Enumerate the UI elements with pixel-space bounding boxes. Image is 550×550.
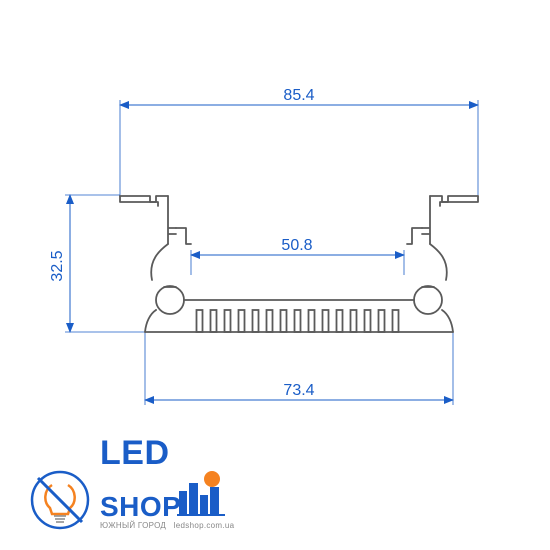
dim-height-value: 32.5 xyxy=(49,250,66,281)
dim-bottom-width: 73.4 xyxy=(145,332,453,405)
city-skyline-icon xyxy=(177,469,225,519)
brand-logo: LED SHOP ЮЖНЫЙ ГОРОД ledshop.com.ua xyxy=(30,438,234,530)
profile-cross-section xyxy=(120,196,478,332)
logo-line2: SHOP xyxy=(100,494,181,519)
logo-subtitle: ЮЖНЫЙ ГОРОД xyxy=(100,521,166,530)
dim-top-width-value: 85.4 xyxy=(283,87,314,104)
dim-top-width: 85.4 xyxy=(120,87,478,195)
dim-height: 32.5 xyxy=(49,195,145,332)
lightbulb-icon xyxy=(30,470,90,530)
logo-line1: LED xyxy=(100,438,234,469)
dim-bottom-width-value: 73.4 xyxy=(283,382,314,399)
logo-text-block: LED SHOP ЮЖНЫЙ ГОРОД ledshop.com.ua xyxy=(100,438,234,530)
drawing-canvas: 85.4 50.8 73.4 32.5 xyxy=(0,0,550,550)
technical-drawing: 85.4 50.8 73.4 32.5 xyxy=(0,0,550,420)
dim-inner-width: 50.8 xyxy=(191,237,404,275)
dim-inner-width-value: 50.8 xyxy=(281,237,312,254)
logo-url: ledshop.com.ua xyxy=(174,521,235,530)
heatsink-fins xyxy=(197,310,399,332)
